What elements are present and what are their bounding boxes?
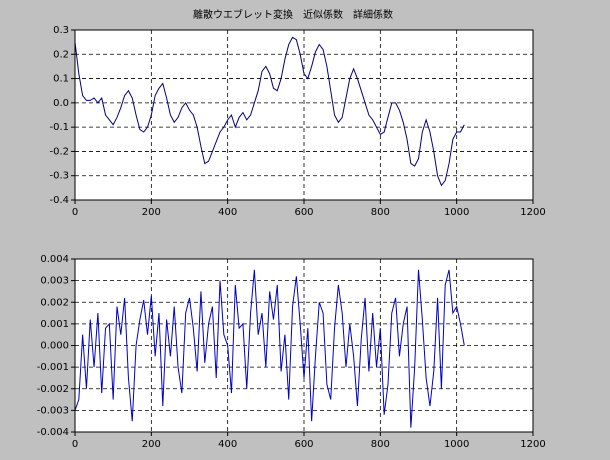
y-tick-label: 0.2 [53, 49, 69, 60]
x-tick-label: 800 [371, 439, 390, 450]
y-tick-label: 0.000 [40, 341, 69, 352]
y-tick-label: -0.003 [37, 405, 69, 416]
x-tick-label: 800 [371, 207, 390, 218]
x-tick-label: 600 [294, 439, 313, 450]
y-tick-label: 0.0 [53, 98, 69, 109]
x-tick-label: 600 [294, 207, 313, 218]
x-tick-label: 0 [72, 207, 78, 218]
data-line [74, 269, 465, 428]
y-tick-label: -0.4 [49, 195, 69, 206]
y-tick-label: -0.2 [49, 146, 69, 157]
x-tick-label: 1000 [444, 207, 469, 218]
y-tick-label: -0.001 [37, 362, 69, 373]
y-tick-label: -0.004 [37, 427, 69, 438]
x-tick-label: 400 [218, 207, 237, 218]
x-tick-label: 1200 [520, 207, 545, 218]
x-tick-label: 400 [218, 439, 237, 450]
y-tick-label: 0.003 [40, 276, 69, 287]
x-tick-label: 200 [142, 207, 161, 218]
x-tick-label: 0 [72, 439, 78, 450]
x-tick-label: 1000 [444, 439, 469, 450]
y-tick-label: -0.3 [49, 171, 69, 182]
data-line [74, 36, 465, 187]
chart-title: 離散ウエブレット変換 近似係数 詳細係数 [193, 8, 393, 21]
y-tick-label: 0.3 [53, 25, 69, 36]
x-tick-label: 200 [142, 439, 161, 450]
plot-frame [74, 258, 534, 433]
y-tick-label: 0.1 [53, 74, 69, 85]
plot-frame [74, 29, 534, 201]
x-tick-label: 1200 [520, 439, 545, 450]
y-tick-label: 0.004 [40, 254, 69, 265]
y-tick-label: 0.002 [40, 297, 69, 308]
y-tick-label: -0.1 [49, 122, 69, 133]
y-tick-label: -0.002 [37, 384, 69, 395]
y-tick-label: 0.001 [40, 319, 69, 330]
